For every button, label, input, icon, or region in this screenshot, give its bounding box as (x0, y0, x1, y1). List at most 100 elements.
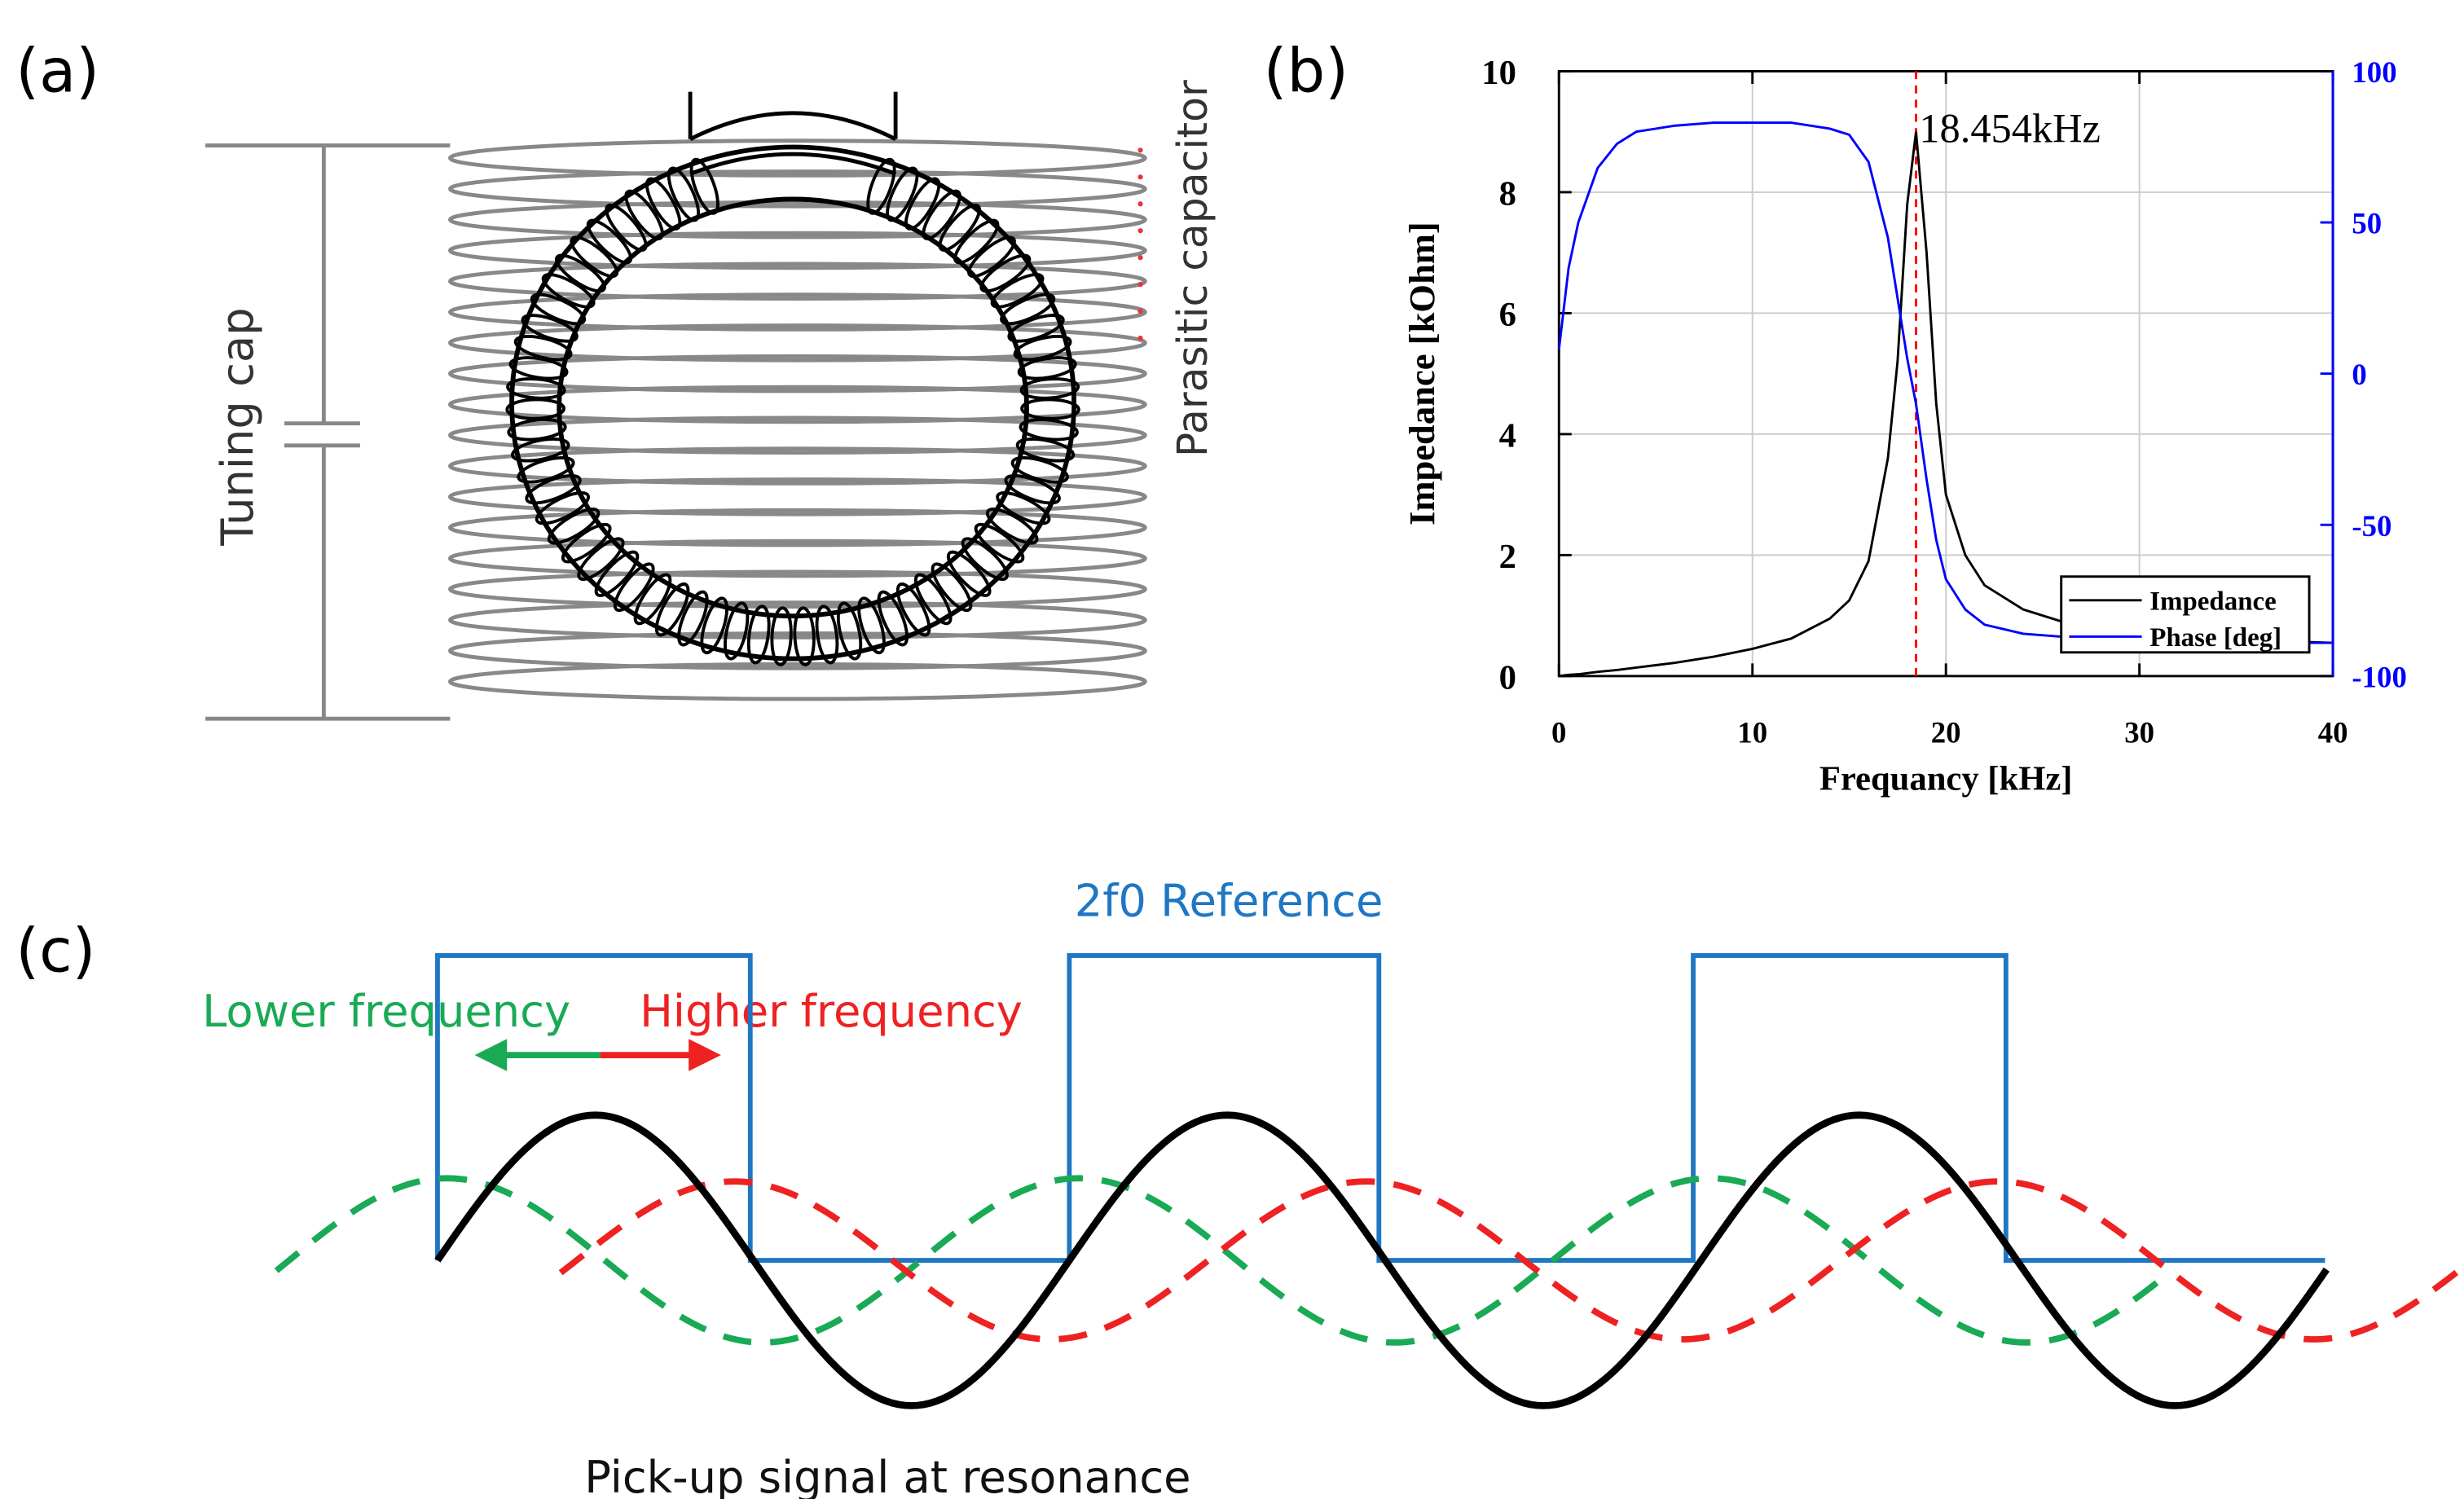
winding (594, 550, 640, 597)
winding (1007, 314, 1065, 343)
winding (996, 491, 1051, 525)
winding (525, 473, 582, 505)
parasitic-dot (1137, 228, 1143, 234)
winding (913, 573, 953, 626)
panel-label: (b) (1264, 37, 1349, 107)
parasitic-dot (1137, 308, 1143, 314)
winding (689, 157, 719, 215)
toroid-outer (509, 144, 1077, 662)
winding (645, 177, 682, 231)
coil-turn (448, 631, 1147, 670)
y2-tick-label: 0 (2352, 358, 2366, 391)
x-tick-label: 10 (1737, 715, 1767, 749)
parasitic-dot (1137, 174, 1143, 180)
winding (541, 273, 596, 309)
series-line (1559, 131, 2334, 678)
winding (931, 562, 973, 613)
series-line (1557, 121, 2334, 644)
winding (1000, 292, 1056, 326)
winding (1010, 455, 1069, 484)
winding (513, 335, 573, 362)
winding (866, 157, 896, 215)
higher-wave (558, 1178, 2464, 1343)
winding (1004, 473, 1061, 505)
pickup-label: Pick-up signal at resonance (584, 1452, 1190, 1499)
winding (953, 218, 1000, 265)
winding (1019, 418, 1079, 442)
winding (967, 235, 1016, 279)
winding (570, 235, 619, 279)
parasitic-dot (1137, 335, 1143, 341)
winding (857, 596, 886, 655)
reference-wave (435, 953, 2325, 1263)
y2-tick-label: 100 (2352, 55, 2396, 89)
winding (938, 203, 981, 252)
winding (530, 292, 587, 326)
winding (700, 596, 728, 655)
coil-turn (448, 538, 1147, 578)
coil-turn (448, 200, 1147, 240)
coil-turn (448, 662, 1147, 701)
x-tick-label: 30 (2124, 715, 2154, 749)
panel-a: (a) Tuning cap Parasitic capacitor (15, 37, 1217, 721)
winding (517, 455, 575, 484)
coil-turn (448, 477, 1147, 517)
x-axis-label: Frequancy [kHz] (1819, 759, 2073, 798)
coil-turn (448, 446, 1147, 486)
pickup-wave (434, 1111, 2330, 1409)
winding (613, 562, 655, 613)
higher-label: Higher frequency (640, 986, 1023, 1037)
winding (886, 166, 919, 222)
winding (505, 398, 566, 420)
winding (922, 189, 961, 241)
parasitic-label: Parasitic capacitor (1168, 80, 1217, 457)
toroid-inner (557, 196, 1029, 619)
lower-wave (274, 1175, 2162, 1346)
winding (521, 314, 579, 343)
winding (1017, 356, 1077, 380)
winding (1013, 335, 1072, 362)
winding (836, 601, 863, 661)
coil-turn (448, 569, 1147, 609)
annotation: 18.454kHz (1919, 106, 2101, 152)
coil-turn (448, 231, 1147, 270)
parasitic-dot (1137, 201, 1143, 207)
panel-c: (c) 2f0 Reference Lower frequency Higher… (15, 876, 2464, 1499)
winding (979, 253, 1032, 293)
legend: Impedance Phase [deg] (2060, 575, 2311, 654)
winding (633, 573, 672, 626)
winding (946, 550, 992, 597)
legend-label: Impedance (2149, 587, 2277, 616)
panel-label: (c) (15, 917, 95, 986)
lower-label: Lower frequency (202, 986, 570, 1037)
coil-turn (448, 262, 1147, 301)
winding (815, 604, 839, 665)
coil-turn (448, 385, 1147, 424)
winding (554, 253, 606, 293)
winding (508, 356, 569, 380)
coil-turn (448, 354, 1147, 393)
winding (877, 590, 909, 647)
lead (688, 91, 898, 176)
winding (677, 590, 709, 647)
winding (586, 218, 633, 265)
reference-label: 2f0 Reference (1075, 876, 1384, 927)
y2-tick-label: -100 (2352, 660, 2407, 693)
parasitic-dot (1137, 255, 1143, 261)
winding (535, 491, 590, 525)
y-tick-label: 2 (1499, 538, 1516, 576)
winding (904, 177, 941, 231)
winding (511, 437, 570, 463)
winding (793, 606, 816, 666)
winding (506, 377, 566, 400)
winding (561, 522, 612, 564)
panel-label: (a) (15, 37, 99, 107)
winding (547, 508, 601, 545)
winding (624, 189, 664, 241)
arrow-higher (600, 1039, 721, 1071)
y-tick-label: 6 (1499, 296, 1516, 334)
winding (895, 582, 931, 637)
coil-turn (448, 508, 1147, 547)
y-tick-label: 8 (1499, 174, 1516, 213)
